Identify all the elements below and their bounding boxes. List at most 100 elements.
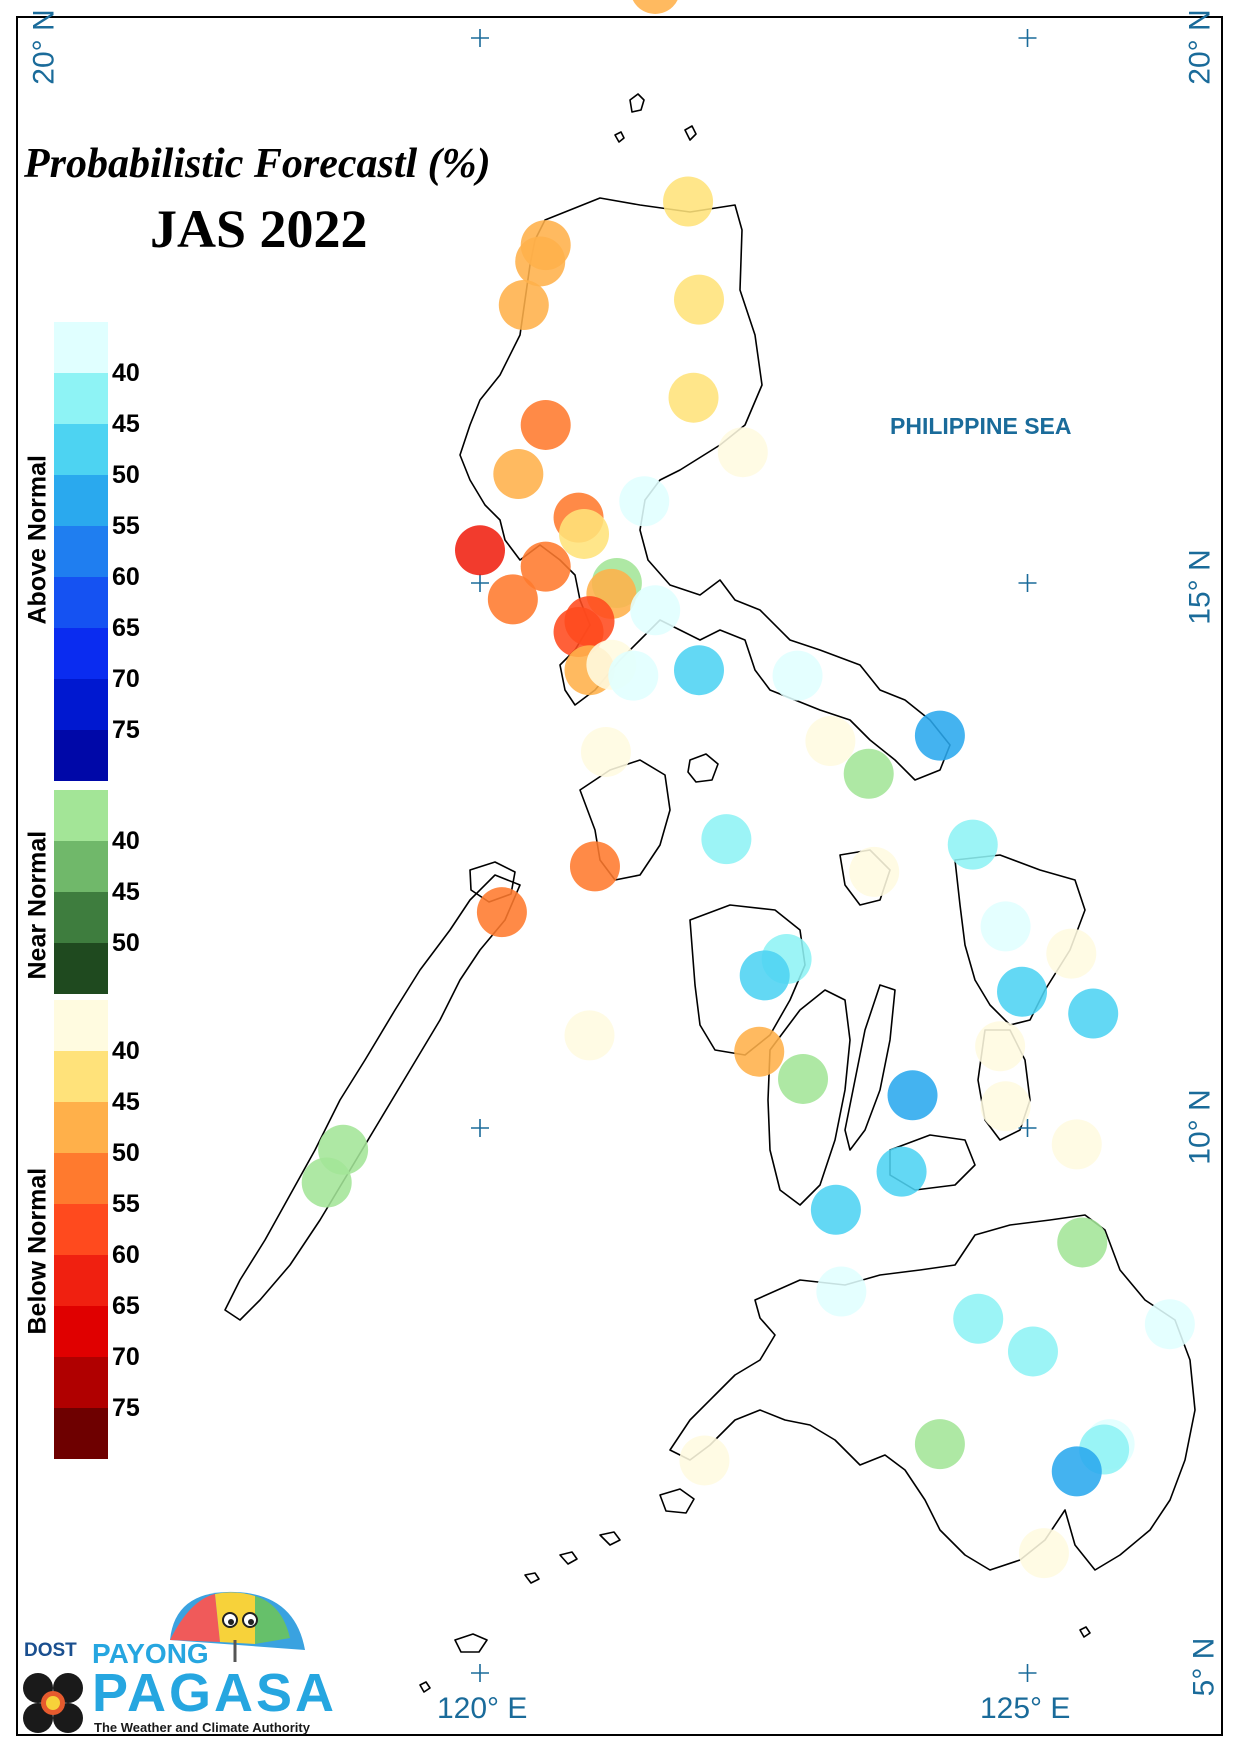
lat-label-5n: 5° N (1187, 1637, 1221, 1697)
negros-island (767, 989, 851, 1206)
below-normal-legend-swatch (54, 1204, 108, 1255)
near-normal-legend-value: 45 (112, 878, 140, 906)
station-marker-above (887, 1070, 938, 1121)
below-normal-legend-value: 75 (112, 1394, 140, 1422)
station-marker-below (476, 887, 527, 938)
above-normal-legend-title: Above Normal (23, 455, 52, 625)
station-marker-above (816, 1266, 867, 1317)
station-marker-above (876, 1146, 927, 1197)
station-marker-below (668, 372, 719, 423)
station-marker-above (1144, 1299, 1195, 1350)
above-normal-legend-value: 45 (112, 410, 140, 438)
small-island-2 (1079, 1626, 1091, 1638)
below-normal-legend-swatch (54, 1153, 108, 1204)
sulu-island-2 (559, 1551, 578, 1565)
station-marker-near (778, 1053, 829, 1104)
logo-dost: DOST (24, 1640, 77, 1661)
near-normal-legend-swatch (54, 943, 108, 994)
station-marker-below (520, 399, 571, 450)
tawi-tawi-island (454, 1633, 488, 1653)
above-normal-legend-swatch (54, 424, 108, 475)
station-marker-above (953, 1293, 1004, 1344)
above-normal-legend-value: 55 (112, 512, 140, 540)
below-normal-legend-title: Below Normal (23, 1167, 52, 1335)
basilan-island (659, 1488, 695, 1514)
below-normal-legend-swatch (54, 1000, 108, 1051)
station-marker-near (914, 1419, 965, 1470)
station-marker-above (619, 476, 670, 527)
graticule-cross (471, 574, 489, 592)
station-marker-below (663, 176, 714, 227)
station-marker-above (739, 950, 790, 1001)
sea-label: PHILIPPINE SEA (890, 413, 1072, 439)
station-marker-below (569, 841, 620, 892)
station-marker-above (947, 819, 998, 870)
above-normal-legend-swatch (54, 628, 108, 679)
graticule-cross (471, 29, 489, 47)
station-marker-above (810, 1184, 861, 1235)
map-title: Probabilistic Forecastl (%) (24, 141, 491, 187)
station-marker-below (849, 846, 900, 897)
station-marker-near (1057, 1217, 1108, 1268)
below-normal-legend-swatch (54, 1408, 108, 1459)
lat-label-20n-left: 20° N (27, 9, 61, 85)
station-marker-above (701, 814, 752, 865)
near-normal-legend-swatch (54, 841, 108, 892)
sulu-island-3 (524, 1572, 540, 1584)
station-marker-below (498, 280, 549, 331)
station-marker-below (679, 1435, 730, 1486)
below-normal-legend-value: 50 (112, 1139, 140, 1167)
station-marker-below (805, 716, 856, 767)
station-marker-below (515, 236, 566, 287)
batanes-island (629, 93, 645, 113)
babuyan-island (684, 125, 697, 141)
near-normal-legend-title: Near Normal (23, 830, 52, 980)
mindanao-island (669, 1214, 1196, 1571)
station-marker-above (1007, 1326, 1058, 1377)
graticule-cross (1018, 574, 1037, 592)
station-marker-below (1051, 1119, 1102, 1170)
lon-label-120e: 120° E (437, 1692, 528, 1725)
station-marker-below (553, 607, 604, 658)
station-marker-below (975, 1021, 1026, 1072)
above-normal-legend-swatch (54, 526, 108, 577)
station-marker-below (493, 449, 544, 499)
above-normal-legend-value: 70 (112, 665, 140, 693)
lat-label-15n: 15° N (1183, 549, 1217, 625)
above-normal-legend-swatch (54, 475, 108, 526)
near-normal-legend-swatch (54, 790, 108, 841)
above-normal-legend-value: 60 (112, 563, 140, 591)
station-marker-below (559, 508, 610, 559)
above-normal-legend-value: 40 (112, 359, 140, 387)
graticule-cross (1018, 1664, 1037, 1682)
station-marker-below (455, 525, 505, 576)
babuyan-island-2 (614, 131, 625, 143)
station-marker-below (734, 1026, 785, 1077)
above-normal-legend-value: 50 (112, 461, 140, 489)
station-marker-below (564, 1010, 615, 1061)
luzon-island (459, 197, 951, 781)
map-frame (16, 16, 1223, 1736)
station-marker-above (914, 710, 965, 761)
lat-label-10n: 10° N (1183, 1089, 1217, 1165)
station-marker-below (1046, 928, 1097, 979)
near-normal-legend-value: 40 (112, 827, 140, 855)
station-marker-below (1018, 1528, 1069, 1579)
below-normal-legend-value: 70 (112, 1343, 140, 1371)
below-normal-legend-swatch (54, 1051, 108, 1102)
station-marker-below (980, 1081, 1031, 1132)
station-marker-above (630, 585, 681, 636)
above-normal-legend-swatch (54, 577, 108, 628)
palawan-island (224, 874, 521, 1321)
above-normal-legend-swatch (54, 373, 108, 424)
lat-label-20n-right: 20° N (1183, 9, 1217, 85)
forecast-stations (301, 0, 1195, 1579)
umbrella-icon (170, 1591, 305, 1662)
below-normal-legend-swatch (54, 1102, 108, 1153)
below-normal-legend-value: 55 (112, 1190, 140, 1218)
station-marker-near (301, 1157, 352, 1208)
graticule-cross (471, 1119, 489, 1137)
station-marker-above (997, 966, 1048, 1017)
station-marker-below (520, 541, 571, 592)
